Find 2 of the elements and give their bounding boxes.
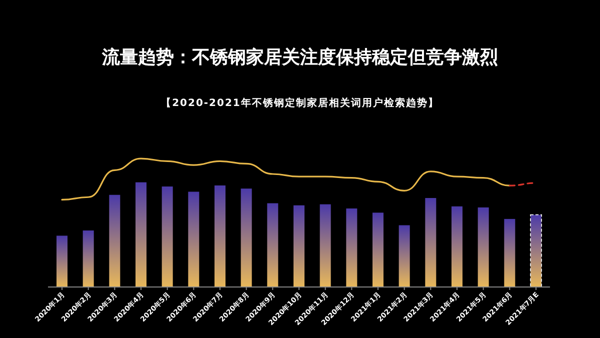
subtitle: 【2020-2021年不锈钢定制家居相关词用户检索趋势】 (161, 98, 439, 109)
title: 流量趋势：不锈钢家居关注度保持稳定但竞争激烈 (102, 47, 498, 68)
